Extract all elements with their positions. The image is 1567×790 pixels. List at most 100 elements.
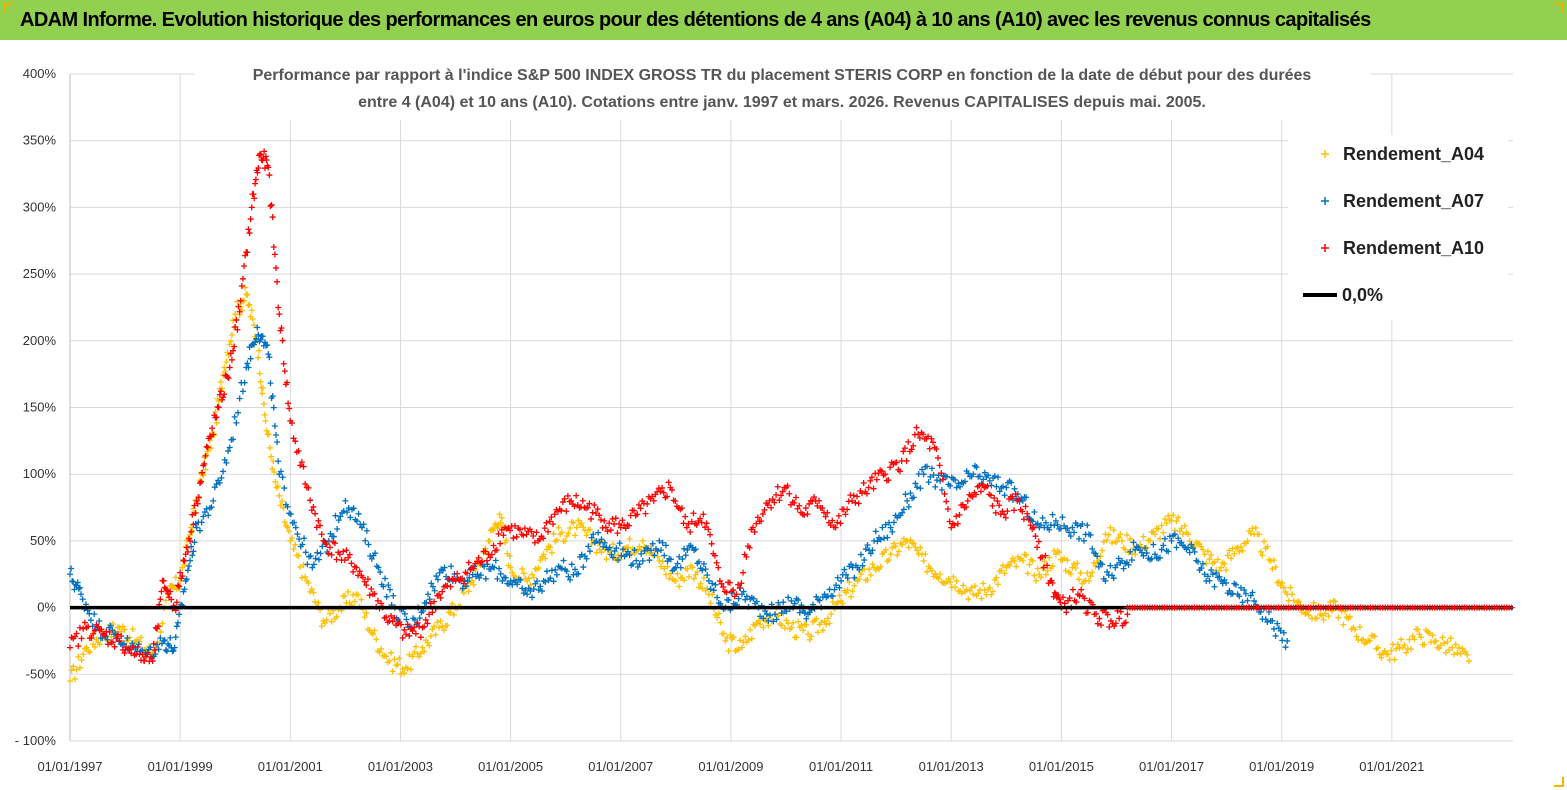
data-point-Rendement_A07 [1102, 577, 1109, 584]
data-point-Rendement_A07 [1084, 522, 1091, 529]
data-point-Rendement_A04 [654, 553, 661, 560]
data-point-Rendement_A04 [795, 618, 802, 625]
data-point-Rendement_A04 [371, 627, 378, 634]
data-point-Rendement_A10 [460, 580, 467, 587]
data-point-Rendement_A04 [781, 625, 788, 632]
series-Rendement_A04 [67, 284, 1472, 684]
data-point-Rendement_A07 [1095, 563, 1102, 570]
data-point-Rendement_A10 [736, 584, 743, 591]
data-point-Rendement_A04 [1067, 571, 1074, 578]
data-point-Rendement_A04 [537, 557, 544, 564]
data-point-Rendement_A10 [660, 489, 667, 496]
data-point-Rendement_A07 [176, 611, 183, 618]
data-point-Rendement_A04 [980, 580, 987, 587]
data-point-Rendement_A04 [1117, 531, 1124, 538]
data-point-Rendement_A07 [403, 616, 410, 623]
data-point-Rendement_A04 [421, 648, 428, 655]
data-point-Rendement_A07 [174, 619, 181, 626]
data-point-Rendement_A04 [709, 591, 716, 598]
data-point-Rendement_A07 [1221, 576, 1228, 583]
data-point-Rendement_A10 [224, 374, 231, 381]
data-point-Rendement_A07 [517, 577, 524, 584]
data-point-Rendement_A04 [1436, 645, 1443, 652]
data-point-Rendement_A07 [725, 597, 732, 604]
data-point-Rendement_A04 [1218, 564, 1225, 571]
data-point-Rendement_A04 [298, 574, 305, 581]
data-point-Rendement_A07 [1074, 522, 1081, 529]
x-tick-label: 01/01/2005 [478, 759, 543, 774]
data-point-Rendement_A07 [203, 505, 210, 512]
data-point-Rendement_A07 [889, 528, 896, 535]
data-point-Rendement_A10 [991, 494, 998, 501]
x-tick-label: 01/01/2019 [1249, 759, 1314, 774]
data-point-Rendement_A07 [618, 552, 625, 559]
data-point-Rendement_A10 [1004, 508, 1011, 515]
data-point-Rendement_A04 [67, 677, 73, 684]
data-point-Rendement_A10 [422, 616, 429, 623]
data-point-Rendement_A10 [181, 557, 188, 564]
data-point-Rendement_A07 [1094, 553, 1101, 560]
data-point-Rendement_A07 [360, 521, 367, 528]
data-point-Rendement_A10 [459, 575, 466, 582]
data-point-Rendement_A10 [331, 540, 338, 547]
data-point-Rendement_A04 [1204, 548, 1211, 555]
data-point-Rendement_A07 [335, 517, 342, 524]
data-point-Rendement_A04 [419, 644, 426, 651]
data-point-Rendement_A07 [943, 473, 950, 480]
data-point-Rendement_A07 [185, 563, 192, 570]
data-point-Rendement_A10 [1060, 594, 1067, 601]
data-point-Rendement_A04 [417, 650, 424, 657]
data-point-Rendement_A10 [1116, 615, 1123, 622]
data-point-Rendement_A07 [615, 557, 622, 564]
data-point-Rendement_A07 [1008, 479, 1015, 486]
data-point-Rendement_A04 [1152, 531, 1158, 538]
data-point-Rendement_A04 [548, 549, 555, 556]
data-point-Rendement_A10 [543, 519, 550, 526]
data-point-Rendement_A04 [358, 596, 365, 603]
data-point-Rendement_A04 [565, 530, 572, 537]
data-point-Rendement_A10 [67, 644, 73, 651]
data-point-Rendement_A07 [314, 549, 321, 556]
data-point-Rendement_A10 [659, 484, 666, 491]
data-point-Rendement_A04 [935, 575, 942, 582]
data-point-Rendement_A10 [1035, 538, 1042, 545]
data-point-Rendement_A10 [106, 628, 113, 635]
data-point-Rendement_A07 [1064, 525, 1071, 532]
data-point-Rendement_A10 [688, 518, 695, 525]
data-point-Rendement_A04 [322, 619, 329, 626]
data-point-Rendement_A04 [986, 584, 993, 591]
data-point-Rendement_A10 [257, 151, 264, 158]
data-point-Rendement_A07 [904, 497, 911, 504]
data-point-Rendement_A07 [657, 547, 664, 554]
data-point-Rendement_A07 [862, 546, 869, 553]
data-point-Rendement_A07 [183, 576, 190, 583]
data-point-Rendement_A07 [1125, 561, 1132, 568]
data-point-Rendement_A07 [629, 560, 636, 567]
data-point-Rendement_A04 [96, 641, 103, 648]
data-point-Rendement_A10 [753, 520, 760, 527]
data-point-Rendement_A07 [552, 566, 559, 573]
x-tick-label: 01/01/2007 [588, 759, 653, 774]
data-point-Rendement_A07 [537, 583, 544, 590]
data-point-Rendement_A04 [426, 642, 433, 649]
data-point-Rendement_A10 [617, 524, 624, 531]
data-point-Rendement_A04 [1414, 626, 1421, 633]
data-point-Rendement_A07 [667, 556, 674, 563]
data-point-Rendement_A04 [755, 617, 762, 624]
data-point-Rendement_A07 [869, 547, 876, 554]
data-point-Rendement_A07 [638, 550, 645, 557]
data-point-Rendement_A04 [263, 427, 270, 434]
data-point-Rendement_A07 [884, 534, 891, 541]
data-point-Rendement_A04 [892, 543, 899, 550]
data-point-Rendement_A07 [120, 640, 127, 647]
data-point-Rendement_A10 [855, 500, 862, 507]
data-point-Rendement_A07 [1185, 544, 1192, 551]
data-point-Rendement_A04 [78, 657, 85, 664]
data-point-Rendement_A04 [116, 624, 123, 631]
x-tick-label: 01/01/2017 [1139, 759, 1204, 774]
data-point-Rendement_A04 [486, 538, 493, 545]
data-point-Rendement_A10 [520, 532, 527, 539]
data-point-Rendement_A07 [1107, 562, 1114, 569]
data-point-Rendement_A04 [847, 593, 854, 600]
data-point-Rendement_A04 [1280, 584, 1287, 591]
